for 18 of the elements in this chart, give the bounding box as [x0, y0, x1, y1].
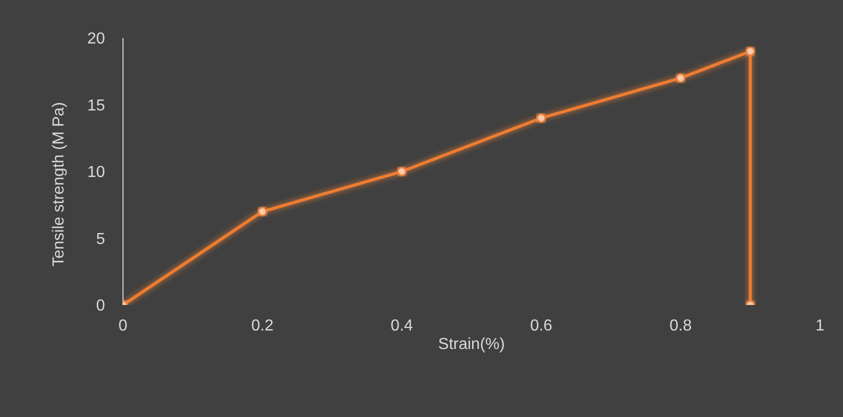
point: [397, 166, 407, 176]
x-tick-label: 0.6: [530, 317, 552, 334]
point: [676, 73, 686, 83]
y-axis-title: Tensile strength (M Pa): [50, 102, 68, 266]
y-tick-label: 5: [96, 230, 106, 248]
x-tick-label: 1: [816, 317, 825, 334]
x-tick-label: 0: [118, 317, 128, 334]
y-tick-label: 20: [87, 30, 106, 48]
y-tick-label: 10: [87, 164, 106, 182]
x-tick-label: 0.8: [669, 317, 692, 334]
y-tick-label: 15: [87, 97, 106, 114]
point: [536, 113, 546, 123]
point: [746, 46, 756, 56]
x-tick-label: 0.4: [390, 317, 414, 334]
y-tick-label: 0: [96, 298, 106, 315]
x-tick-label: 0.2: [251, 317, 274, 334]
x-axis-title: Strain(%): [438, 336, 505, 353]
point: [258, 206, 268, 216]
